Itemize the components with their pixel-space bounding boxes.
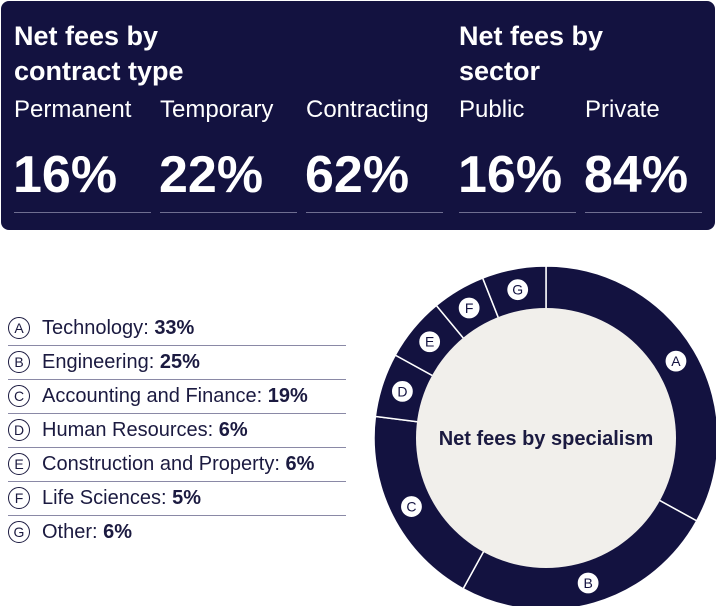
legend-value: 25% — [159, 351, 200, 373]
donut-center-title: Net fees by specialism — [439, 428, 654, 450]
legend-item: G Other: 6% — [8, 516, 346, 550]
slice-label-circle — [664, 349, 688, 373]
legend-category: Life Sciences — [42, 487, 161, 509]
slice-label-circle — [399, 494, 424, 519]
slice-label-a: A — [664, 349, 688, 373]
contract-type-heading: Net fees by contract type — [14, 19, 184, 89]
legend-text: Life Sciences: 5% — [42, 487, 201, 509]
contract-heading-line2: contract type — [14, 56, 184, 86]
legend-text: Technology: 33% — [42, 317, 195, 339]
slice-label-letter: E — [425, 334, 434, 350]
slice-label-g: G — [506, 278, 530, 302]
stat-value: 16% — [458, 146, 563, 204]
legend-text: Construction and Property: 6% — [42, 453, 315, 475]
legend-value: 6% — [285, 453, 315, 475]
legend-text: Engineering: 25% — [42, 351, 200, 373]
legend-category: Accounting and Finance — [42, 385, 257, 407]
legend-value: 5% — [172, 487, 201, 509]
contract-heading-line1: Net fees by — [14, 21, 159, 51]
legend-item: C Accounting and Finance: 19% — [8, 380, 346, 414]
slice-label-e: E — [418, 330, 442, 354]
legend-letter-badge: C — [8, 385, 30, 407]
legend-item: F Life Sciences: 5% — [8, 482, 346, 516]
donut-slice-labels: A B C D E F G — [390, 278, 688, 595]
slice-label-letter: C — [406, 499, 416, 515]
legend-category: Technology — [42, 317, 144, 339]
stat-value: 62% — [305, 146, 410, 204]
legend-value: 33% — [154, 317, 195, 339]
legend-value: 19% — [267, 385, 308, 407]
slice-label-letter: F — [465, 300, 474, 316]
legend-item: D Human Resources: 6% — [8, 414, 346, 448]
legend-text: Other: 6% — [42, 521, 133, 543]
legend-letter-badge: A — [8, 317, 30, 339]
slice-label-letter: G — [512, 282, 523, 298]
sector-heading-line2: sector — [459, 56, 541, 86]
slice-label-d: D — [390, 379, 414, 403]
legend-letter-badge: F — [8, 487, 30, 509]
stat-divider — [585, 212, 702, 213]
legend-letter-badge: E — [8, 453, 30, 475]
slice-label-f: F — [457, 296, 481, 320]
stat-value: 84% — [584, 146, 689, 204]
legend-value: 6% — [103, 521, 133, 543]
legend-letter-badge: G — [8, 521, 30, 543]
stat-label: Public — [459, 96, 525, 123]
specialism-legend: A Technology: 33% B Engineering: 25% C A… — [8, 312, 346, 550]
slice-label-letter: D — [397, 383, 407, 399]
donut-center — [416, 308, 676, 568]
legend-value: 6% — [218, 419, 248, 441]
slice-label-letter: A — [671, 353, 681, 369]
stat-label: Contracting — [306, 96, 429, 123]
stat-divider — [160, 212, 297, 213]
legend-letter-badge: B — [8, 351, 30, 373]
legend-category: Engineering — [42, 351, 149, 373]
legend-letter-badge: D — [8, 419, 30, 441]
stat-value: 16% — [13, 146, 118, 204]
slice-label-b: B — [576, 571, 600, 595]
legend-item: B Engineering: 25% — [8, 346, 346, 380]
slice-label-letter: B — [583, 575, 592, 591]
legend-item: E Construction and Property: 6% — [8, 448, 346, 482]
stat-divider — [14, 212, 151, 213]
sector-heading-line1: Net fees by — [459, 21, 604, 51]
sector-heading: Net fees by sector — [459, 19, 603, 89]
legend-category: Construction and Property — [42, 453, 275, 475]
summary-panel: Net fees by contract type Net fees by se… — [1, 1, 715, 230]
stat-divider — [459, 212, 576, 213]
stat-divider — [306, 212, 443, 213]
slice-label-circle — [576, 571, 600, 595]
slice-label-circle — [506, 278, 530, 302]
legend-category: Other — [42, 521, 93, 543]
legend-item: A Technology: 33% — [8, 312, 346, 346]
legend-category: Human Resources — [42, 419, 208, 441]
slice-label-circle — [457, 296, 481, 320]
legend-text: Human Resources: 6% — [42, 419, 248, 441]
slice-label-c: C — [399, 494, 424, 519]
slice-label-circle — [390, 379, 414, 403]
stat-label: Permanent — [14, 96, 132, 123]
legend-text: Accounting and Finance: 19% — [42, 385, 308, 407]
slice-label-circle — [418, 330, 442, 354]
stat-label: Temporary — [160, 96, 274, 123]
stat-value: 22% — [159, 146, 264, 204]
stat-label: Private — [585, 96, 660, 123]
